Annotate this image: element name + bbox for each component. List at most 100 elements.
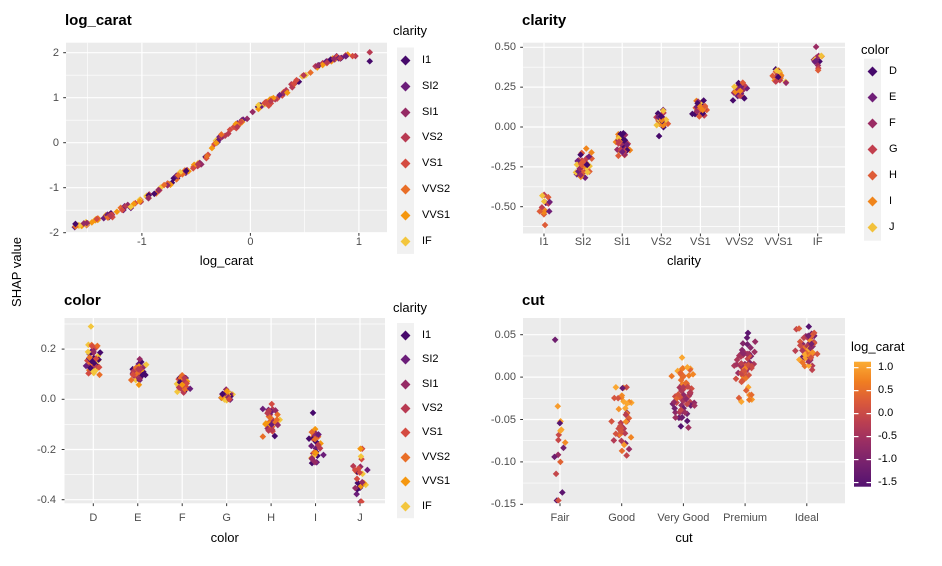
point (308, 455, 316, 463)
point (677, 369, 684, 377)
point (812, 43, 820, 51)
x-tick-label: I1 (539, 236, 549, 248)
point (807, 344, 814, 352)
point (672, 414, 679, 421)
point (588, 149, 595, 156)
point (136, 355, 144, 363)
legend-label: I1 (422, 328, 432, 341)
point (621, 151, 628, 158)
point (342, 53, 350, 60)
point (307, 69, 314, 76)
colorbar-tick (854, 481, 859, 484)
x-tick-label: VVS1 (764, 236, 793, 248)
point (557, 458, 564, 466)
legend-label: I1 (422, 53, 432, 66)
point (686, 366, 694, 374)
point (738, 378, 745, 386)
point (268, 400, 276, 408)
point (668, 372, 675, 380)
point (139, 371, 146, 379)
point (265, 407, 273, 414)
legend-label: VS1 (422, 157, 443, 170)
y-tick-label: 0.00 (494, 121, 516, 133)
point (219, 133, 226, 141)
point (621, 131, 629, 139)
point (744, 329, 752, 337)
point (178, 381, 186, 389)
point (696, 113, 703, 120)
point (615, 138, 623, 146)
point (622, 411, 630, 419)
y-tick-label: 0.2 (40, 343, 56, 356)
point (142, 361, 150, 368)
point (616, 422, 624, 430)
point (552, 470, 560, 478)
point (90, 348, 97, 356)
point (356, 469, 363, 476)
point (554, 402, 562, 410)
point (336, 55, 344, 62)
point (155, 186, 162, 194)
point (805, 362, 813, 369)
point (316, 445, 324, 452)
point (269, 406, 276, 413)
y-tick-label: 0 (52, 136, 59, 149)
point (273, 416, 281, 424)
point (243, 115, 251, 123)
point (271, 432, 279, 440)
point (88, 342, 96, 350)
point (89, 367, 96, 375)
point (814, 66, 822, 74)
point (265, 102, 273, 110)
point (127, 203, 135, 211)
point (264, 409, 271, 417)
point (139, 364, 147, 371)
point (802, 354, 809, 361)
points-layer-log_carat (71, 48, 374, 231)
y-tick-label: -0.25 (490, 160, 516, 173)
point (559, 489, 566, 496)
point (743, 334, 751, 342)
point (364, 466, 371, 474)
point (312, 445, 320, 452)
point (113, 208, 121, 216)
point (560, 444, 567, 452)
point (808, 366, 816, 374)
point (583, 161, 591, 169)
point (88, 219, 96, 226)
point (269, 426, 276, 434)
point (118, 206, 126, 214)
point (579, 168, 586, 176)
point (127, 376, 135, 384)
point (623, 400, 631, 407)
point (87, 323, 95, 330)
point (268, 421, 275, 428)
point (355, 465, 363, 472)
point (619, 384, 626, 392)
point (799, 347, 806, 354)
panel-title-clarity: clarity (522, 12, 567, 29)
point (117, 204, 125, 212)
point (653, 121, 660, 129)
point (738, 360, 745, 367)
point (682, 395, 690, 403)
point (551, 453, 558, 461)
point (751, 348, 758, 356)
colorbar-tick (866, 413, 871, 415)
point (259, 433, 267, 440)
legend-label: VS2 (422, 131, 443, 144)
point (96, 349, 104, 356)
x-tick-label: J (357, 512, 363, 524)
point (677, 422, 685, 430)
point (679, 383, 687, 391)
point (747, 344, 754, 352)
point (179, 171, 186, 178)
point (659, 107, 667, 115)
point (276, 91, 283, 99)
point (776, 69, 784, 76)
point (353, 475, 361, 483)
point (611, 394, 618, 402)
y-tick-label: -0.15 (490, 498, 516, 511)
legend-label: VS2 (422, 401, 443, 414)
